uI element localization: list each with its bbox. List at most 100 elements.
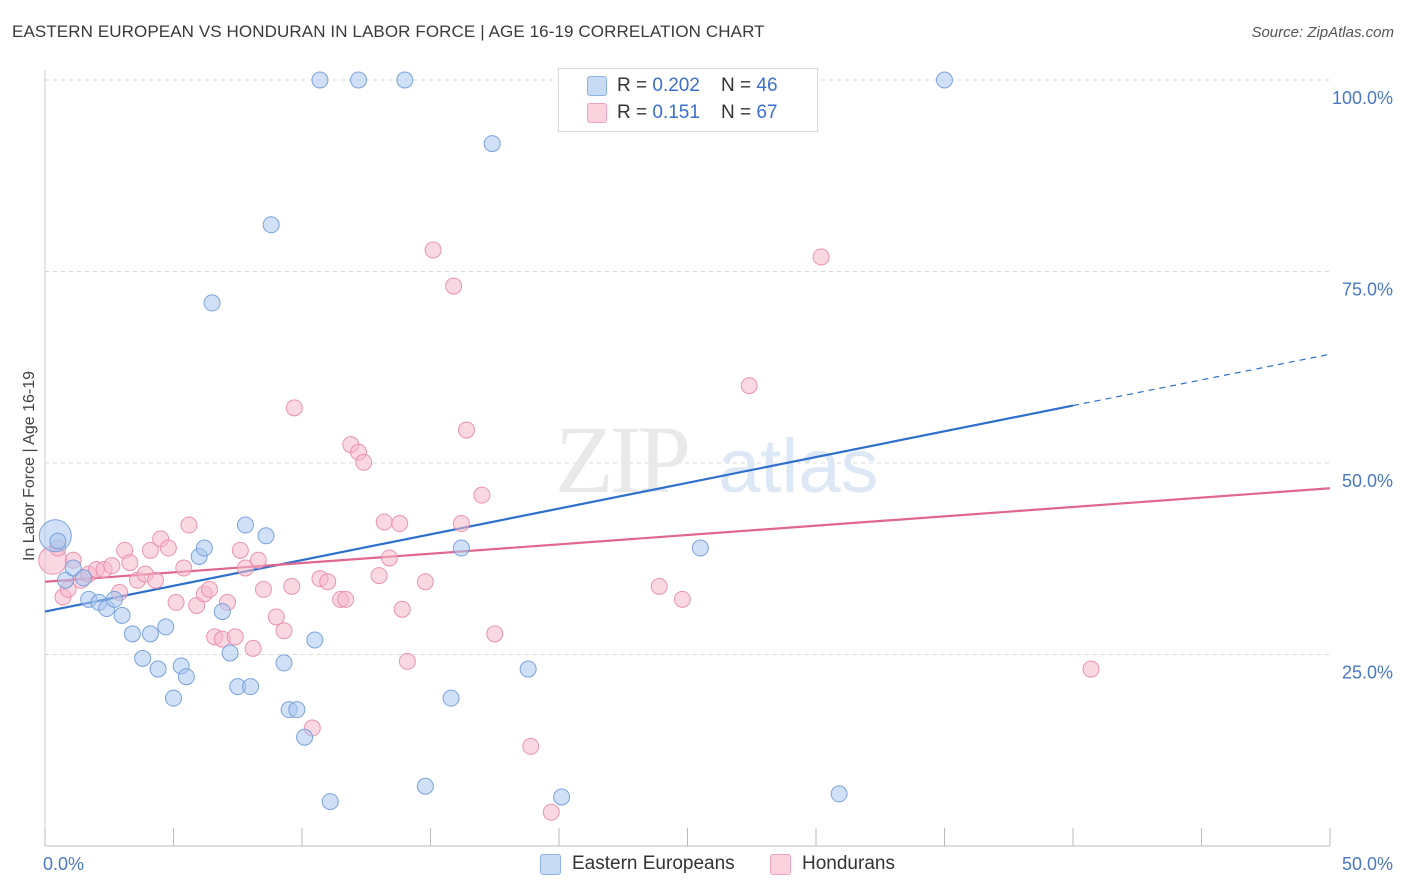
watermark: ZIP atlas (555, 406, 879, 513)
watermark-atlas: atlas (718, 424, 879, 509)
point-eastern-european (221, 644, 239, 662)
point-eastern-european (157, 618, 175, 636)
point-honduran (812, 248, 830, 266)
point-eastern-european (242, 678, 260, 696)
point-honduran (522, 737, 540, 755)
point-eastern-european (165, 689, 182, 707)
legend-r-value: 0.202 (652, 75, 700, 96)
x-tick-label: 0.0% (43, 854, 84, 874)
legend-swatch-blue (587, 76, 607, 96)
point-honduran (424, 241, 442, 259)
trend-line-eastern-european-extension (1072, 353, 1331, 407)
point-eastern-european (350, 71, 368, 89)
point-honduran (337, 590, 355, 608)
point-eastern-european (288, 701, 306, 719)
source-credit: Source: ZipAtlas.com (1251, 24, 1394, 41)
point-honduran (740, 377, 758, 395)
legend-r-label: R = (617, 102, 653, 123)
point-honduran (159, 539, 177, 557)
point-honduran (393, 600, 411, 618)
point-honduran (486, 625, 504, 643)
point-honduran (1082, 660, 1100, 678)
point-honduran (416, 573, 434, 591)
point-eastern-european (177, 668, 195, 686)
bottom-legend-swatch-blue (540, 854, 561, 875)
point-honduran (375, 513, 393, 531)
point-honduran (141, 541, 159, 559)
chart-title: EASTERN EUROPEAN VS HONDURAN IN LABOR FO… (12, 22, 765, 41)
point-eastern-european (396, 71, 414, 89)
axes (44, 70, 1331, 847)
point-eastern-european (75, 569, 93, 587)
y-tick-label: 100.0% (1332, 88, 1393, 108)
point-honduran (542, 803, 560, 821)
point-eastern-european (195, 539, 213, 557)
point-honduran (473, 486, 491, 504)
point-eastern-european (64, 559, 82, 577)
point-honduran (180, 516, 198, 534)
bottom-legend-label: Hondurans (802, 853, 895, 874)
point-eastern-european (830, 785, 848, 803)
point-eastern-european (936, 71, 953, 89)
legend-n-label: N = (721, 102, 757, 123)
point-eastern-european (257, 527, 275, 545)
point-eastern-european (57, 571, 75, 589)
point-eastern-european (105, 590, 123, 608)
y-tick-label: 50.0% (1342, 471, 1393, 491)
legend-r-label: R = (617, 75, 653, 96)
point-eastern-european (149, 660, 167, 678)
point-honduran (398, 652, 416, 670)
point-eastern-european (141, 625, 159, 643)
point-eastern-european (519, 660, 537, 678)
point-honduran (200, 580, 218, 598)
point-eastern-european (691, 539, 709, 557)
point-honduran (147, 571, 165, 589)
correlation-legend: R = 0.202 N = 46 R = 0.151 N = 67 (558, 68, 818, 132)
trend-line-eastern-european (44, 404, 1074, 613)
legend-n-value: 46 (756, 75, 778, 96)
legend-n-value: 67 (756, 102, 778, 123)
point-eastern-european (213, 603, 231, 621)
point-honduran (231, 541, 249, 559)
trend-lines (44, 353, 1331, 613)
point-eastern-european (262, 216, 280, 234)
point-honduran (452, 515, 470, 533)
x-tick-label: 50.0% (1342, 854, 1393, 874)
point-honduran (650, 577, 668, 595)
y-tick-label: 75.0% (1342, 280, 1393, 300)
point-eastern-european (452, 539, 470, 557)
point-honduran (175, 559, 193, 577)
point-eastern-european (113, 606, 131, 624)
point-eastern-european (275, 654, 293, 672)
point-eastern-european (311, 71, 329, 89)
point-eastern-european (442, 689, 460, 707)
point-honduran (355, 453, 373, 471)
point-honduran (445, 277, 463, 295)
point-honduran (673, 590, 691, 608)
point-eastern-european (553, 788, 571, 806)
bottom-legend-swatch-pink (770, 854, 791, 875)
point-honduran (244, 639, 262, 657)
point-honduran (103, 557, 121, 575)
point-honduran (391, 515, 409, 533)
point-honduran (167, 593, 185, 611)
point-eastern-european (296, 728, 314, 746)
data-points (38, 71, 1100, 821)
point-honduran (319, 573, 337, 591)
bottom-legend-label: Eastern Europeans (572, 853, 735, 874)
point-honduran (457, 421, 475, 439)
point-honduran (285, 399, 303, 417)
point-honduran (226, 628, 244, 646)
point-eastern-european (49, 532, 67, 550)
point-eastern-european (321, 793, 339, 811)
point-honduran (236, 559, 254, 577)
point-eastern-european (236, 516, 254, 534)
y-axis-label: In Labor Force | Age 16-19 (21, 371, 38, 561)
point-honduran (275, 622, 293, 640)
point-eastern-european (483, 135, 501, 153)
point-eastern-european (203, 294, 221, 312)
point-honduran (267, 608, 285, 626)
legend-r-value: 0.151 (652, 102, 700, 123)
point-eastern-european (134, 649, 152, 667)
